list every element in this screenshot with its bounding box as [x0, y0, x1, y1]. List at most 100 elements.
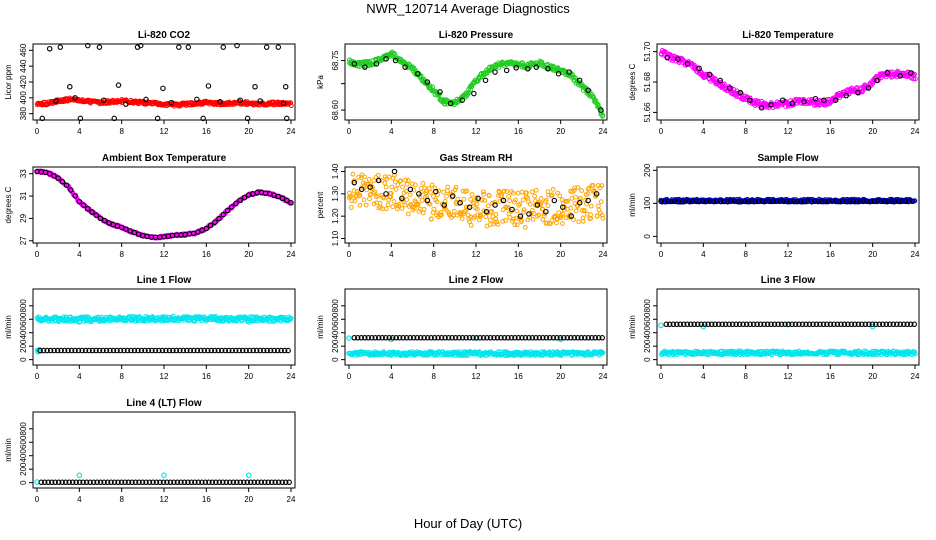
data-point [100, 97, 107, 103]
data-point [80, 202, 87, 208]
y-tick-label: 600 [331, 312, 340, 326]
data-point [738, 198, 745, 205]
data-point [463, 335, 469, 341]
data-point [548, 193, 554, 199]
y-tick-label: 400 [643, 325, 652, 339]
data-point [79, 347, 85, 354]
data-point [901, 321, 907, 328]
x-tick-label: 8 [431, 250, 436, 259]
data-point [832, 198, 839, 205]
x-tick-label: 20 [868, 372, 877, 381]
x-tick-label: 20 [244, 127, 253, 136]
data-point [593, 191, 600, 197]
data-point [843, 198, 849, 205]
data-point [396, 202, 402, 207]
data-point [131, 347, 138, 354]
data-point [827, 321, 834, 328]
data-point [142, 347, 148, 354]
data-point [403, 335, 410, 341]
data-point [131, 314, 137, 320]
chart-panel: Line 2 Flow ml/min 0 4 8 12 16 20 24 0 20040060080… [316, 275, 608, 381]
data-point [362, 174, 367, 180]
data-point [799, 321, 806, 328]
x-tick-label: 12 [472, 372, 481, 381]
data-point [272, 479, 278, 486]
data-point [122, 479, 128, 486]
data-point [415, 70, 421, 77]
x-tick-label: 20 [556, 372, 565, 381]
data-point [789, 100, 795, 107]
series-group [34, 472, 292, 486]
data-point [731, 198, 738, 205]
data-point [674, 321, 680, 328]
data-point [797, 198, 804, 205]
data-point [281, 347, 288, 354]
y-tick-label: 0 [643, 234, 652, 239]
data-point [804, 198, 811, 205]
x-tick-label: 24 [287, 250, 296, 259]
data-point [90, 479, 97, 486]
data-point [188, 479, 195, 486]
x-tick-label: 8 [119, 372, 124, 381]
x-tick-label: 20 [244, 250, 253, 259]
data-point [691, 321, 697, 328]
y-tick-label: 0 [331, 357, 340, 362]
data-point [449, 335, 455, 341]
data-point [492, 219, 498, 225]
x-tick-label: 24 [599, 127, 608, 136]
data-point [482, 77, 489, 84]
y-tick-label: 200 [19, 462, 28, 476]
data-point [399, 195, 405, 202]
series-group [346, 49, 606, 119]
data-point [911, 321, 918, 328]
data-point [850, 198, 856, 205]
data-point [123, 101, 129, 107]
data-point [443, 207, 449, 212]
data-point [550, 335, 557, 341]
data-point [286, 479, 292, 486]
data-point [284, 197, 290, 204]
data-point [351, 335, 358, 341]
data-point [677, 321, 684, 328]
plot-frame [32, 288, 296, 366]
x-tick-label: 0 [347, 372, 352, 381]
x-tick-label: 0 [347, 127, 352, 136]
x-tick-label: 8 [431, 127, 436, 136]
data-point [876, 321, 883, 328]
data-point [513, 215, 519, 221]
plot-frame [32, 166, 296, 244]
data-point [717, 77, 724, 84]
chart-panel: Line 1 Flow ml/min 0 4 8 12 16 20 24 0 20040060080… [4, 275, 296, 381]
data-point [351, 179, 358, 186]
data-point [831, 321, 837, 328]
data-point [564, 335, 571, 341]
data-point [529, 189, 535, 195]
data-point [46, 45, 53, 52]
data-point [421, 206, 427, 212]
data-point [536, 212, 542, 218]
data-point [367, 196, 372, 202]
data-point [244, 115, 251, 122]
y-tick-label: 200 [331, 339, 340, 353]
data-point [888, 69, 893, 75]
data-point [97, 479, 104, 486]
data-point [263, 44, 270, 50]
data-point [118, 479, 125, 486]
data-point [783, 198, 790, 205]
data-point [554, 335, 560, 341]
data-point [544, 220, 550, 226]
data-point [779, 97, 786, 103]
data-point [48, 479, 55, 486]
data-point [251, 479, 258, 486]
data-point [160, 85, 166, 92]
data-point [209, 479, 216, 486]
data-point [76, 198, 83, 205]
chart-title: Li-820 Temperature [742, 30, 834, 41]
data-point [484, 335, 490, 341]
data-point [53, 98, 59, 104]
data-point [726, 321, 732, 328]
data-point [538, 196, 544, 201]
x-tick-label: 24 [599, 372, 608, 381]
data-point [507, 198, 513, 204]
data-point [658, 198, 664, 205]
